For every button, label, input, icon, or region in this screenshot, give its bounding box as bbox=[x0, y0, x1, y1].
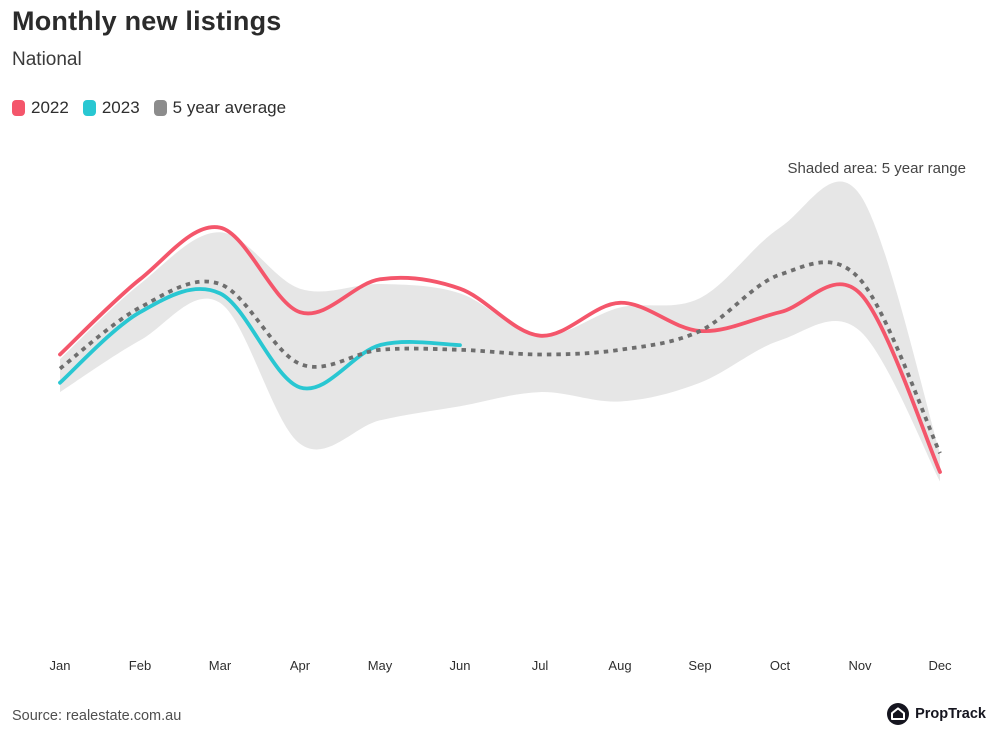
shaded-area-note: Shaded area: 5 year range bbox=[787, 160, 966, 177]
x-axis-label: Mar bbox=[209, 658, 232, 673]
x-axis-label: Sep bbox=[688, 658, 711, 673]
line-2022 bbox=[58, 225, 942, 474]
line-2023 bbox=[58, 287, 462, 391]
x-axis-label: Aug bbox=[608, 658, 631, 673]
range-band bbox=[60, 181, 940, 482]
legend-item-5yr-average: 5 year average bbox=[153, 98, 287, 118]
x-axis-label: Jul bbox=[532, 658, 549, 673]
line-5-year-average bbox=[58, 260, 942, 454]
legend: 2022 2023 5 year average bbox=[12, 98, 286, 118]
source-credit: Source: realestate.com.au bbox=[12, 708, 182, 724]
x-axis-label: Apr bbox=[290, 658, 311, 673]
chart-header: Monthly new listings National bbox=[12, 6, 282, 71]
legend-swatch-2022 bbox=[12, 100, 25, 116]
x-axis-label: Jun bbox=[450, 658, 471, 673]
x-axis-label: Dec bbox=[928, 658, 952, 673]
legend-swatch-2023 bbox=[82, 100, 96, 116]
legend-label-2022: 2022 bbox=[31, 98, 69, 117]
x-axis-label: Jan bbox=[50, 658, 71, 673]
legend-swatch-5yr-average bbox=[153, 100, 167, 116]
legend-item-2022: 2022 bbox=[12, 98, 69, 118]
x-axis-label: Oct bbox=[770, 658, 791, 673]
legend-label-5yr-average: 5 year average bbox=[172, 98, 287, 117]
legend-item-2023: 2023 bbox=[82, 98, 140, 118]
x-axis-label: Feb bbox=[129, 658, 151, 673]
proptrack-logo: PropTrack bbox=[886, 702, 986, 726]
house-icon bbox=[887, 703, 910, 725]
page-title: Monthly new listings bbox=[12, 6, 282, 36]
legend-label-2023: 2023 bbox=[101, 98, 140, 117]
x-axis-label: May bbox=[368, 658, 393, 673]
x-axis-label: Nov bbox=[848, 658, 872, 673]
chart-subtitle: National bbox=[12, 49, 82, 70]
brand-name: PropTrack bbox=[915, 706, 986, 722]
